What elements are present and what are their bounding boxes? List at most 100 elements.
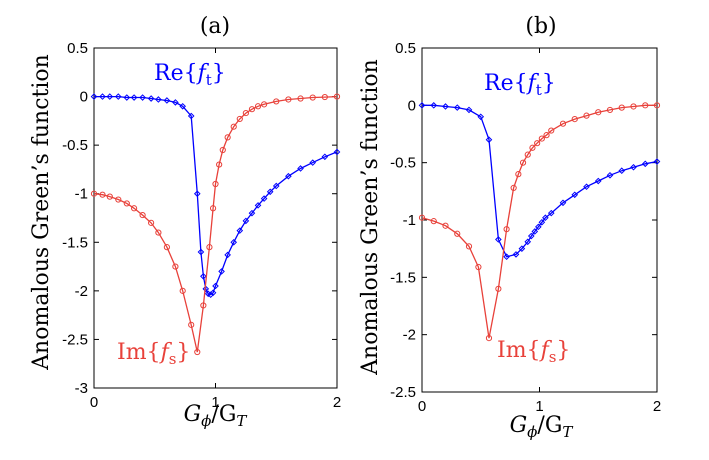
data-point-re-ft [106, 93, 114, 100]
data-point-re-ft [130, 94, 138, 101]
data-point-im-fs [148, 219, 155, 226]
data-point-re-ft [209, 289, 217, 297]
data-point-re-ft [224, 251, 231, 259]
data-point-im-fs [606, 106, 614, 114]
data-point-re-ft [155, 96, 162, 103]
x-tick-label: 0 [90, 394, 98, 411]
data-point-re-ft [453, 104, 461, 111]
data-point-im-fs [297, 95, 304, 102]
annotation-re-ft-b: Re{ft} [484, 71, 556, 99]
data-point-im-fs [548, 127, 555, 134]
data-point-re-ft [485, 136, 493, 144]
data-point-re-ft [430, 102, 438, 109]
series-line-re-ft [422, 104, 658, 258]
data-point-re-ft [163, 97, 171, 104]
x-tick-label: 1 [535, 398, 543, 415]
panel-label-b: (b) [525, 14, 556, 39]
y-axis-label-a: Anomalous Green’s function [29, 54, 54, 371]
data-point-re-ft [418, 102, 426, 109]
data-point-re-ft [99, 93, 106, 100]
data-point-im-fs [106, 193, 113, 200]
x-axis-label-a: Gϕ/GT [184, 402, 248, 430]
x-tick-label: 2 [653, 398, 661, 415]
x-axis-label-text: Gϕ/GT [510, 413, 574, 441]
data-point-re-ft [512, 251, 520, 258]
data-point-im-fs [495, 285, 502, 292]
y-tick-label: 0 [80, 89, 88, 106]
data-point-im-fs [163, 244, 170, 251]
data-point-im-fs [99, 191, 106, 198]
data-point-im-fs [524, 151, 531, 158]
data-point-im-fs [309, 94, 316, 101]
data-point-re-ft [559, 199, 567, 207]
data-point-re-ft [218, 268, 225, 275]
x-tick-label: 0 [418, 398, 426, 415]
data-point-im-fs [442, 222, 449, 229]
data-point-im-fs [430, 218, 437, 225]
x-tick-label: 1 [211, 394, 219, 411]
y-tick-label: -2 [75, 283, 88, 300]
y-tick-label: -2 [403, 327, 416, 344]
data-point-re-ft [179, 102, 187, 110]
y-tick-label: -0.5 [62, 137, 88, 154]
data-point-re-ft [333, 148, 341, 156]
y-tick-label: 0 [408, 97, 416, 114]
data-point-im-fs [90, 190, 98, 197]
data-point-im-fs [475, 263, 482, 271]
data-point-re-ft [272, 182, 280, 190]
y-ticks-a: 0.5 0 -0.5 -1 -1.5 -2 -2.5 -3 [62, 40, 337, 397]
data-point-re-ft [139, 94, 146, 101]
x-tick-label: 2 [333, 394, 341, 411]
data-point-im-fs [630, 103, 637, 110]
data-point-re-ft [618, 167, 626, 175]
data-point-im-fs [261, 101, 268, 108]
data-point-im-fs [503, 226, 510, 233]
data-point-re-ft [495, 236, 502, 243]
data-point-im-fs [653, 102, 661, 109]
data-point-im-fs [236, 115, 243, 123]
data-point-im-fs [212, 180, 219, 188]
data-point-re-ft [266, 188, 274, 196]
data-point-re-ft [197, 248, 205, 256]
data-point-im-fs [155, 229, 162, 236]
data-point-im-fs [242, 109, 249, 117]
data-point-im-fs [130, 205, 138, 212]
data-point-re-ft [527, 232, 535, 240]
panel-a: (a) Anomalous Green’s function Gϕ/GT 0 1 2… [29, 14, 341, 430]
data-point-re-ft [123, 94, 131, 101]
data-point-im-fs [216, 161, 223, 168]
data-point-re-ft [200, 272, 207, 280]
y-axis-label-b: Anomalous Green’s function [358, 59, 383, 376]
data-point-re-ft [254, 202, 262, 209]
data-point-im-fs [139, 211, 146, 219]
data-point-re-ft [212, 282, 219, 290]
data-point-im-fs [333, 93, 341, 100]
data-point-im-fs [254, 103, 262, 110]
data-point-re-ft [230, 238, 238, 246]
data-point-re-ft [442, 103, 449, 110]
data-point-re-ft [147, 95, 155, 102]
y-tick-label: -1.5 [62, 234, 88, 251]
y-tick-label: -1.5 [390, 269, 416, 286]
data-point-re-ft [248, 209, 256, 217]
data-point-re-ft [260, 195, 268, 202]
data-point-im-fs [529, 144, 536, 151]
data-point-re-ft [571, 191, 579, 199]
data-point-re-ft [542, 214, 549, 222]
data-point-re-ft [114, 93, 122, 100]
data-point-re-ft [90, 93, 98, 100]
y-tick-label: -1 [403, 212, 416, 229]
data-point-re-ft [202, 285, 210, 293]
series-line-im-fs [93, 95, 338, 353]
data-point-im-fs [115, 196, 122, 203]
data-point-im-fs [583, 112, 590, 119]
x-axis-label-text: Gϕ/GT [184, 402, 248, 430]
data-point-re-ft [321, 153, 329, 161]
data-point-im-fs [510, 184, 517, 191]
data-point-re-ft [606, 171, 614, 179]
data-point-im-fs [194, 348, 201, 356]
data-point-im-fs [454, 230, 461, 237]
series-line-re-ft [94, 95, 338, 296]
data-point-im-fs [206, 244, 213, 251]
